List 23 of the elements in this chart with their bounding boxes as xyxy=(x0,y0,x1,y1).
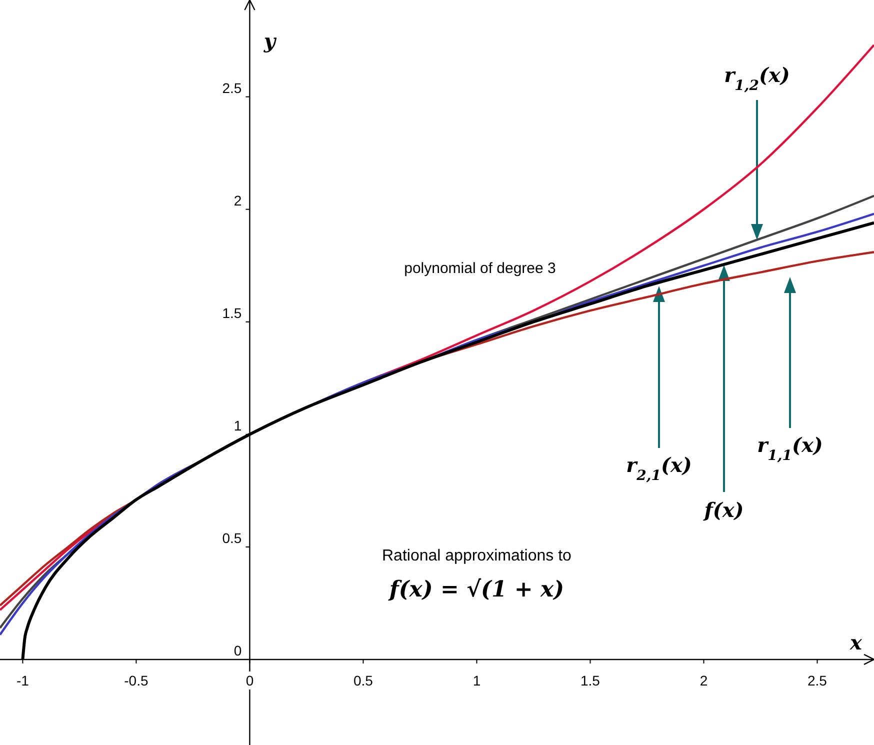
x-tick-label: 2 xyxy=(700,672,708,688)
annotation: r$_{1,1}$(x) xyxy=(757,433,823,464)
annotation: r$_{1,2}$(x) xyxy=(724,63,790,94)
y-tick-label: 2.5 xyxy=(222,80,242,96)
y-tick-label: 1 xyxy=(234,417,242,434)
annotation: f(x) xyxy=(702,498,744,522)
x-tick-label: -1 xyxy=(16,672,30,688)
annotation: polynomial of degree 3 xyxy=(404,260,556,277)
x-tick-label: 0 xyxy=(246,672,254,688)
x-tick-label: 1.5 xyxy=(580,672,600,688)
x-tick-label: 2.5 xyxy=(808,672,828,688)
x-tick-label: -0.5 xyxy=(124,672,148,688)
y-axis-title: y xyxy=(262,29,277,53)
y-tick-label: 0.5 xyxy=(222,530,242,546)
text: f(x) = √(1 + x) xyxy=(387,576,564,602)
annotation: r$_{2,1}$(x) xyxy=(626,453,692,484)
x-tick-label: 1 xyxy=(472,672,481,688)
y-tick-label: 2 xyxy=(234,192,242,208)
x-axis-title: x xyxy=(849,630,864,654)
y-tick-label: 1.5 xyxy=(222,304,242,321)
text: Rational approximations to xyxy=(382,547,572,564)
x-tick-label: 0.5 xyxy=(353,672,374,688)
y-tick-label: 0 xyxy=(234,642,242,658)
